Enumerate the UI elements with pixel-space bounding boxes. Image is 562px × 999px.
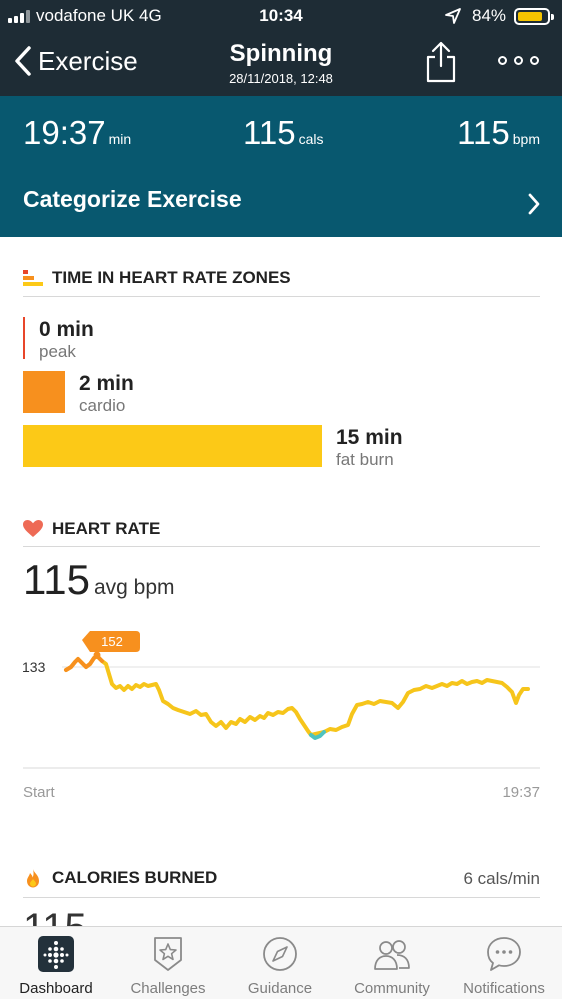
back-label: Exercise <box>38 45 138 76</box>
tab-bar: Dashboard Challenges Guidance Community … <box>0 926 562 999</box>
status-bar: vodafone UK 4G 10:34 84% <box>0 0 562 32</box>
compass-icon <box>263 937 297 971</box>
chevron-right-icon[interactable] <box>526 192 542 216</box>
heart-rate-chart[interactable]: 133 152 <box>0 618 562 808</box>
battery-icon <box>514 8 554 25</box>
x-axis-end-label: 19:37 <box>502 784 540 801</box>
calories-total-value: 115 <box>23 908 87 928</box>
bpm-stat: 115 bpm <box>457 114 540 152</box>
battery-percent: 84% <box>472 6 507 25</box>
chat-bubble-icon <box>487 937 521 971</box>
peak-zone-label: peak <box>39 342 76 361</box>
zones-heading-label: TIME IN HEART RATE ZONES <box>52 268 291 287</box>
duration-unit: min <box>108 131 132 147</box>
heart-icon <box>23 520 43 537</box>
calories-value: 115 <box>243 114 296 151</box>
zones-heading: TIME IN HEART RATE ZONES <box>23 268 291 288</box>
people-icon <box>374 940 410 970</box>
tab-community[interactable]: Community <box>336 927 448 999</box>
x-axis-start-label: Start <box>23 784 55 801</box>
tab-community-label: Community <box>354 980 430 997</box>
fat-burn-zone-label: fat burn <box>336 450 394 469</box>
tab-notifications[interactable]: Notifications <box>448 927 560 999</box>
duration-value: 19:37 <box>23 114 106 151</box>
zones-bars-icon <box>23 270 43 286</box>
duration-stat: 19:37 min <box>23 114 131 152</box>
tab-notifications-label: Notifications <box>463 980 545 997</box>
tab-challenges-label: Challenges <box>130 980 206 997</box>
peak-marker-label: 152 <box>101 634 123 649</box>
app-header: vodafone UK 4G 10:34 84% Exercise Spinni… <box>0 0 562 96</box>
heart-rate-heading: HEART RATE <box>23 519 160 539</box>
cardio-zone-label: cardio <box>79 396 126 415</box>
calories-heading: CALORIES BURNED <box>23 868 217 888</box>
clock: 10:34 <box>259 6 303 25</box>
page-title: Spinning <box>229 40 333 67</box>
nav-title-block: Spinning 28/11/2018, 12:48 <box>180 40 382 86</box>
calories-stat: 115 cals <box>243 114 324 152</box>
tab-challenges[interactable]: Challenges <box>112 927 224 999</box>
star-badge-icon <box>154 937 182 971</box>
divider <box>23 296 540 297</box>
calories-unit: cals <box>298 131 324 147</box>
calories-heading-label: CALORIES BURNED <box>52 868 218 887</box>
divider <box>23 897 540 898</box>
fat-burn-zone-value: 15 min <box>336 426 403 449</box>
cardio-zone-bar <box>23 371 65 413</box>
dashboard-icon <box>38 936 74 972</box>
carrier-label: vodafone UK 4G <box>36 6 162 25</box>
tab-dashboard-label: Dashboard <box>19 980 93 997</box>
share-icon[interactable] <box>424 40 458 84</box>
page-subtitle: 28/11/2018, 12:48 <box>229 71 333 86</box>
categorize-exercise-button[interactable]: Categorize Exercise <box>23 186 242 212</box>
cardio-zone-value: 2 min <box>79 372 134 395</box>
exercise-summary: 19:37 min 115 cals 115 bpm Categorize Exerc… <box>0 96 562 237</box>
avg-heart-rate-value: 115 <box>23 556 90 603</box>
calories-rate: 6 cals/min <box>463 869 540 888</box>
reference-label: 133 <box>22 659 46 675</box>
signal-icon <box>8 10 30 23</box>
fat-burn-zone-bar <box>23 425 322 467</box>
heart-rate-line <box>64 654 530 737</box>
bpm-value: 115 <box>457 114 510 151</box>
divider <box>23 546 540 547</box>
peak-zone-bar <box>23 317 25 359</box>
chevron-left-icon <box>15 46 31 76</box>
below-zone-segment-line <box>309 730 326 740</box>
tab-guidance-label: Guidance <box>247 980 313 997</box>
avg-heart-rate: 115 avg bpm <box>23 556 175 604</box>
back-button[interactable]: Exercise <box>12 44 138 78</box>
avg-heart-rate-unit: avg bpm <box>93 576 175 599</box>
location-arrow-icon <box>445 8 461 24</box>
bpm-unit: bpm <box>512 131 540 147</box>
tab-dashboard[interactable]: Dashboard <box>0 927 112 999</box>
peak-marker: 152 <box>82 631 140 659</box>
more-options-icon[interactable] <box>498 56 539 65</box>
flame-icon <box>27 869 39 888</box>
peak-zone-value: 0 min <box>39 318 94 341</box>
tab-guidance[interactable]: Guidance <box>224 927 336 999</box>
heart-rate-heading-label: HEART RATE <box>52 519 161 538</box>
